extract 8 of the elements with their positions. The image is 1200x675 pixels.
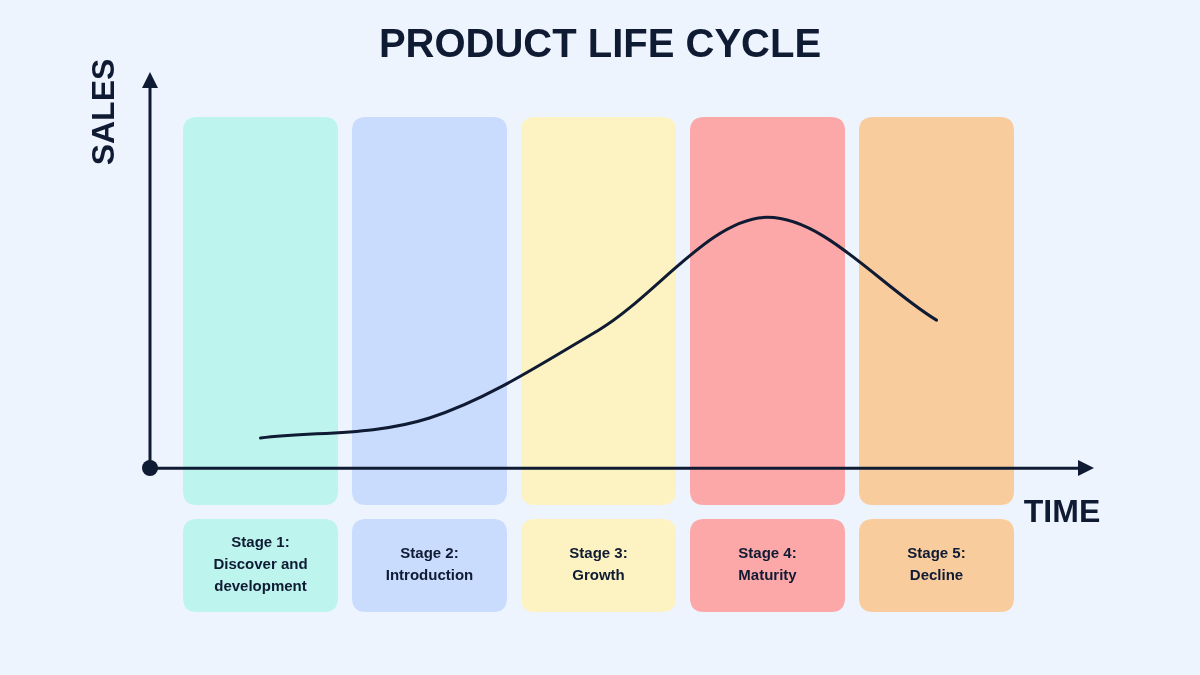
- x-axis-title: TIME: [1023, 492, 1101, 529]
- x-tick-label: Stage 4: Maturity: [738, 544, 798, 584]
- x-tick-label: Stage 5: Decline: [907, 544, 966, 584]
- x-tick-label: Stage 3: Growth: [569, 544, 628, 584]
- x-tick-label: Stage 1: Discover and development: [213, 533, 308, 595]
- y-axis-title: SALES: [84, 58, 121, 166]
- chart-title: PRODUCT LIFE CYCLE: [378, 21, 822, 66]
- x-tick-label: Stage 2: Introduction: [385, 544, 474, 584]
